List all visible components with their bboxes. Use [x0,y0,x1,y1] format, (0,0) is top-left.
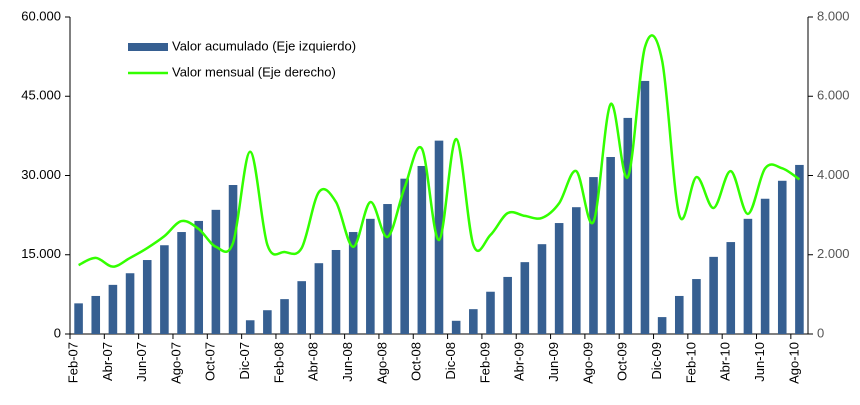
bar [795,164,804,334]
bar [194,220,204,334]
bar [623,117,633,334]
bar [177,232,186,334]
x-tick-label: Ago-10 [786,342,801,384]
x-tick-label: Dic-09 [649,342,664,380]
bar [245,320,255,334]
y-tick-label: 45.000 [21,88,61,103]
y-tick-label: 60.000 [21,8,61,23]
x-tick-label: Oct-09 [615,342,630,381]
y2-tick-label: 0 [817,325,824,340]
bar [554,223,564,334]
bar [280,299,289,334]
x-tick-label: Feb-07 [65,342,80,383]
x-tick-label: Feb-10 [683,342,698,383]
bar [743,218,753,334]
bar [486,291,495,334]
y-tick-label: 15.000 [21,246,61,261]
bar [709,256,718,334]
bar [348,232,358,334]
bar [760,198,770,334]
bar [160,245,169,334]
legend-label: Valor acumulado (Eje izquierdo) [172,38,356,53]
y2-tick-label: 4.000 [817,167,850,182]
bar [314,263,324,334]
bar [331,249,341,334]
y2-tick-label: 6.000 [817,88,850,103]
x-tick-label: Abr-09 [512,342,527,381]
bar [400,178,409,334]
bar [503,276,512,334]
y-tick-label: 30.000 [21,167,61,182]
x-tick-label: Feb-09 [477,342,492,383]
bar [674,295,684,334]
bar [125,273,135,334]
bar [469,309,478,334]
x-tick-label: Feb-08 [271,342,286,383]
bar [263,310,272,334]
x-tick-label: Oct-08 [409,342,424,381]
bar [520,262,530,334]
bar [606,157,615,334]
x-tick-label: Dic-07 [237,342,252,380]
legend-swatch [128,43,168,51]
x-tick-label: Jun-08 [340,342,355,382]
x-tick-label: Jun-10 [752,342,767,382]
bar [383,204,392,334]
line [78,34,801,268]
y2-tick-label: 2.000 [817,246,850,261]
x-tick-label: Dic-08 [443,342,458,380]
bar [572,207,581,334]
bar [108,284,118,334]
legend-label: Valor mensual (Eje derecho) [172,64,336,79]
bar [297,281,306,334]
x-tick-label: Ago-09 [580,342,595,384]
bar [726,242,736,334]
bar [451,320,461,334]
bar [74,303,83,334]
bar [142,260,152,334]
bar [777,180,787,334]
x-tick-label: Ago-08 [374,342,389,384]
x-tick-label: Ago-07 [168,342,183,384]
bar [640,80,650,334]
bar [366,218,375,334]
bar [211,209,221,334]
bar [91,295,101,334]
bar [537,244,547,334]
x-tick-label: Abr-07 [100,342,115,381]
y2-tick-label: 8.000 [817,8,850,23]
x-tick-label: Jun-07 [134,342,149,382]
bar [692,279,701,334]
x-tick-label: Abr-10 [718,342,733,381]
bar [589,177,598,334]
y-tick-label: 0 [54,325,61,340]
bar [434,140,444,334]
bar [657,317,667,334]
x-tick-label: Abr-08 [306,342,321,381]
bar [417,165,427,334]
x-tick-label: Oct-07 [203,342,218,381]
x-tick-label: Jun-09 [546,342,561,382]
bar [228,185,238,334]
